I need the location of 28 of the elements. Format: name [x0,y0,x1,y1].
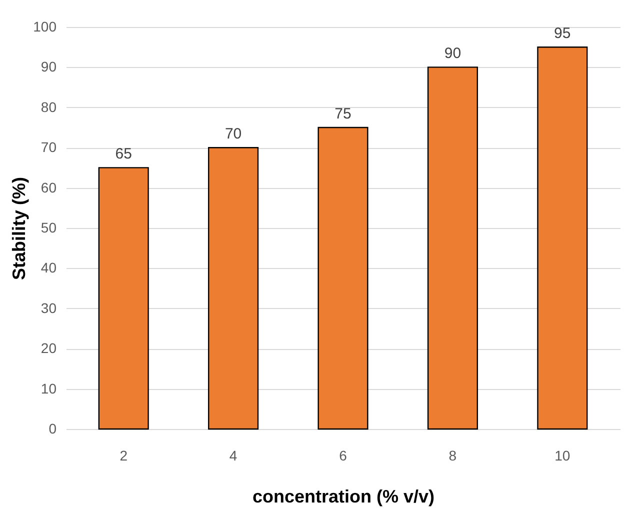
bar [98,167,149,430]
y-tick-label: 0 [48,420,57,436]
y-tick-label: 80 [40,98,57,115]
y-tick-label: 60 [40,179,57,196]
y-tick-label: 40 [40,260,57,276]
bar [318,126,368,430]
x-tick-label: 10 [554,448,570,464]
x-axis-title: concentration (% v/v) [252,486,435,506]
y-axis-title: Stability (%) [9,176,30,280]
y-tick-label: 30 [40,300,57,316]
bar [427,66,478,430]
data-label: 70 [224,126,242,143]
x-tick-label: 4 [229,448,238,464]
y-tick-label: 50 [40,220,57,236]
data-label: 65 [115,146,132,163]
data-label: 95 [554,25,571,42]
bar [537,46,588,430]
x-tick-label: 2 [120,448,128,464]
y-tick-label: 10 [40,380,57,396]
y-tick-label: 70 [40,139,57,156]
data-label: 90 [444,45,462,62]
data-label: 75 [334,106,352,122]
y-tick-label: 90 [40,58,57,75]
bar [208,147,259,430]
x-tick-label: 6 [339,448,348,464]
y-tick-label: 100 [33,18,57,34]
x-tick-label: 8 [448,448,457,464]
y-tick-label: 20 [40,340,57,356]
